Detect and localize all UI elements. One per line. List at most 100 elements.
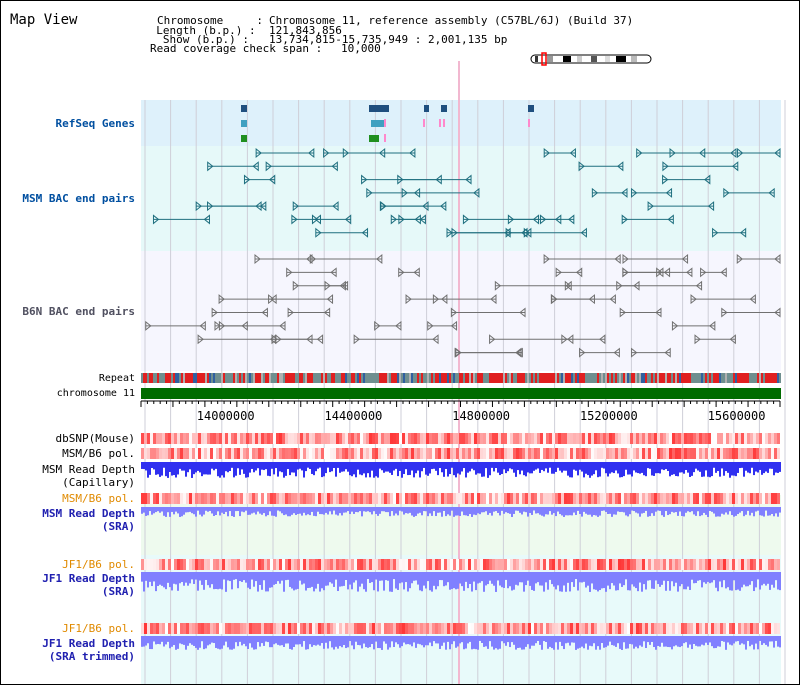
repeat-block <box>445 373 447 383</box>
msm-depth-capillary-bar <box>729 462 731 478</box>
msm-b6-pol-sra-heat <box>141 493 144 504</box>
jf1-depth-trimmed-bar <box>433 636 435 642</box>
msm-depth-capillary-bar <box>555 462 557 472</box>
repeat-block <box>301 373 303 383</box>
jf1-b6-pol-heat <box>693 559 696 570</box>
repeat-block <box>643 373 645 383</box>
msm-depth-capillary-bar <box>593 462 595 475</box>
msm-b6-pol-heat <box>720 448 723 459</box>
jf1-b6-pol-trimmed-heat <box>204 623 207 634</box>
msm-b6-pol-heat <box>276 448 279 459</box>
jf1-b6-pol-trimmed-heat <box>690 623 693 634</box>
msm-b6-pol-heat <box>354 448 357 459</box>
jf1-depth-sra-bar <box>447 572 449 583</box>
b6n-bac-label[interactable]: B6N BAC end pairs <box>22 305 135 318</box>
jf1-depth-trimmed-bar <box>201 636 203 642</box>
dbsnp-heat <box>624 433 627 444</box>
jf1-depth-trimmed-bar <box>423 636 425 648</box>
jf1-depth-trimmed-bar <box>693 636 695 645</box>
jf1-b6-pol-trimmed-heat <box>624 623 627 634</box>
jf1-b6-pol-trimmed-heat <box>561 623 564 634</box>
jf1-b6-pol-heat <box>513 559 516 570</box>
jf1-depth-sra-bar <box>163 572 165 588</box>
msm-depth-capillary-bar <box>383 462 385 473</box>
jf1-depth-trimmed-bar <box>469 636 471 642</box>
msm-depth-capillary-bar <box>493 462 495 472</box>
msm-b6-pol-heat <box>177 448 180 459</box>
msm-b6-pol-sra-heat <box>198 493 201 504</box>
dbsnp-heat <box>723 433 726 444</box>
msm-depth-capillary-bar <box>677 462 679 477</box>
msm-b6-pol-heat <box>180 448 183 459</box>
jf1-depth-sra-sublabel: (SRA) <box>101 585 135 598</box>
dbsnp-heat <box>186 433 189 444</box>
msm-depth-sra-bar <box>261 507 263 515</box>
jf1-depth-trimmed-bar <box>151 636 153 650</box>
msm-b6-pol-sra-heat <box>621 493 624 504</box>
coverage-span-key: Read coverage check span : <box>150 42 323 55</box>
jf1-depth-trimmed-bar <box>773 636 775 648</box>
jf1-b6-pol-heat <box>678 559 681 570</box>
msm-depth-capillary-bar <box>195 462 197 473</box>
jf1-depth-sra-bar <box>439 572 441 581</box>
msm-depth-capillary-bar <box>615 462 617 471</box>
jf1-b6-pol-heat <box>681 559 684 570</box>
msm-bac-label[interactable]: MSM BAC end pairs <box>22 192 135 205</box>
msm-bac-pair-end <box>252 161 259 172</box>
msm-depth-capillary-bar <box>441 462 443 473</box>
repeat-block <box>549 373 551 383</box>
msm-depth-sra-bar <box>313 507 315 516</box>
jf1-depth-trimmed-bar <box>263 636 265 646</box>
jf1-depth-sra-bar <box>269 572 271 588</box>
repeat-block <box>533 373 535 383</box>
jf1-b6-pol-heat <box>192 559 195 570</box>
jf1-depth-sra-bar <box>689 572 691 590</box>
msm-depth-sra-bar <box>303 507 305 513</box>
msm-b6-pol-heat <box>240 448 243 459</box>
msm-b6-pol-heat <box>552 448 555 459</box>
jf1-depth-trimmed-bar <box>365 636 367 648</box>
msm-depth-sra-bar <box>485 507 487 512</box>
msm-depth-sra-bar <box>389 507 391 517</box>
jf1-depth-trimmed-bar <box>569 636 571 646</box>
jf1-depth-sra-bar <box>603 572 605 589</box>
b6n-bac-pair-end <box>326 294 334 305</box>
msm-depth-sra-bar <box>243 507 245 513</box>
jf1-depth-trimmed-bar <box>359 636 361 646</box>
dbsnp-heat <box>465 433 468 444</box>
repeat-block <box>141 373 143 383</box>
jf1-depth-sra-bar <box>257 572 259 592</box>
msm-b6-pol-heat <box>165 448 168 459</box>
repeat-block <box>685 373 687 383</box>
jf1-depth-trimmed-bar <box>209 636 211 645</box>
msm-depth-sra-bar <box>251 507 253 514</box>
msm-depth-sra-bar <box>157 507 159 512</box>
jf1-depth-trimmed-bar <box>275 636 277 644</box>
repeat-block <box>417 373 419 383</box>
refseq-genes-label[interactable]: RefSeq Genes <box>55 117 135 130</box>
repeat-block <box>257 373 259 383</box>
msm-bac-pair-end <box>621 214 628 225</box>
jf1-depth-sra-bar <box>485 572 487 586</box>
jf1-depth-sra-bar <box>711 572 713 583</box>
length-info-key: Length (b.p.) : <box>143 24 256 37</box>
msm-bac-pair-end <box>331 161 338 172</box>
dbsnp-heat <box>729 433 732 444</box>
repeat-block <box>523 373 525 383</box>
jf1-depth-sra-bar <box>465 572 467 582</box>
jf1-b6-pol-heat <box>768 559 771 570</box>
jf1-b6-pol-trimmed-heat <box>174 623 177 634</box>
jf1-b6-pol-trimmed-heat <box>594 623 597 634</box>
jf1-b6-pol-trimmed-heat <box>165 623 168 634</box>
msm-depth-sra-bar <box>773 507 775 517</box>
jf1-depth-sra-bar <box>311 572 313 587</box>
msm-b6-pol-heat <box>537 448 540 459</box>
dbsnp-heat <box>435 433 438 444</box>
dbsnp-heat <box>570 433 573 444</box>
repeat-block <box>605 373 607 383</box>
msm-b6-pol-sra-heat <box>591 493 594 504</box>
msm-b6-pol-sra-heat <box>399 493 402 504</box>
jf1-depth-sra-bar <box>323 572 325 591</box>
jf1-depth-trimmed-bar <box>453 636 455 642</box>
msm-b6-pol-heat <box>231 448 234 459</box>
